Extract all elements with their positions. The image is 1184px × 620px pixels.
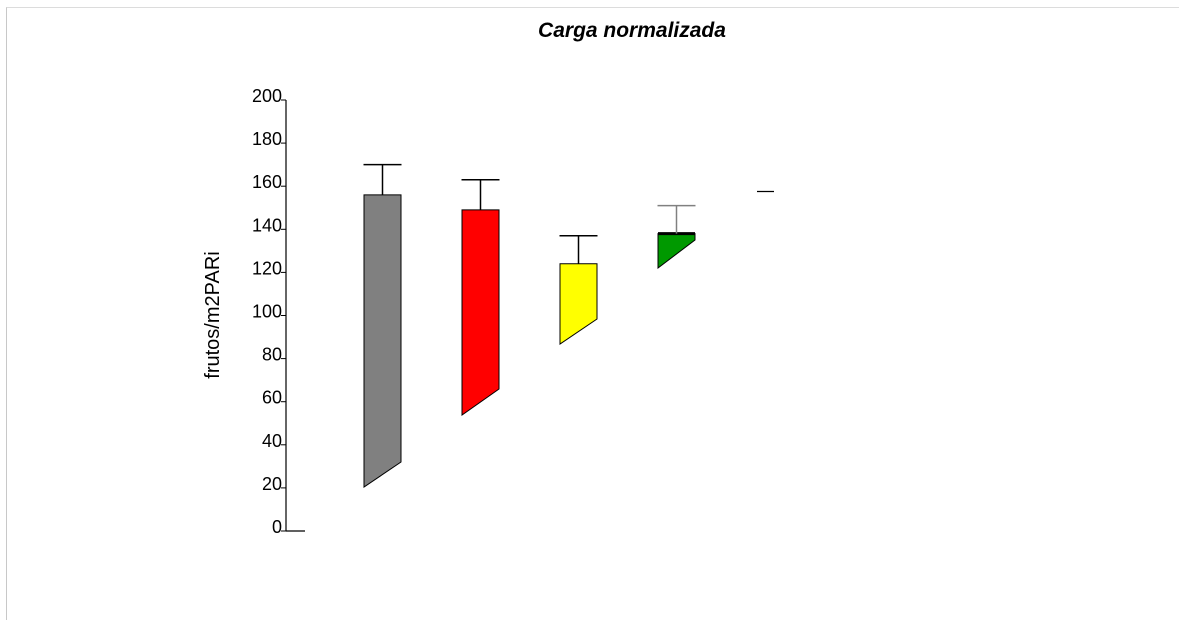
bar [363,194,402,488]
bar [657,233,696,270]
y-tick-label: 60 [262,388,282,408]
y-axis-label: frutos/m2PARi [202,251,224,378]
y-tick-label: 100 [252,302,282,322]
y-axis: 0 20 40 60 80 100 120 140 160 180 200 [252,86,305,537]
y-tick-label: 20 [262,474,282,494]
y-tick-label: 160 [252,172,282,192]
y-tick-label: 80 [262,345,282,365]
chart-frame [6,7,1179,620]
bars [363,163,774,488]
chart-title: Carga normalizada [538,19,726,42]
y-tick-label: 140 [252,215,282,235]
bar [559,263,598,345]
y-tick-label: 180 [252,129,282,149]
bar [461,209,500,416]
y-tick-label: 40 [262,431,282,451]
y-tick-label: 0 [272,517,282,537]
y-tick-label: 120 [252,258,282,278]
y-tick-label: 200 [252,86,282,106]
